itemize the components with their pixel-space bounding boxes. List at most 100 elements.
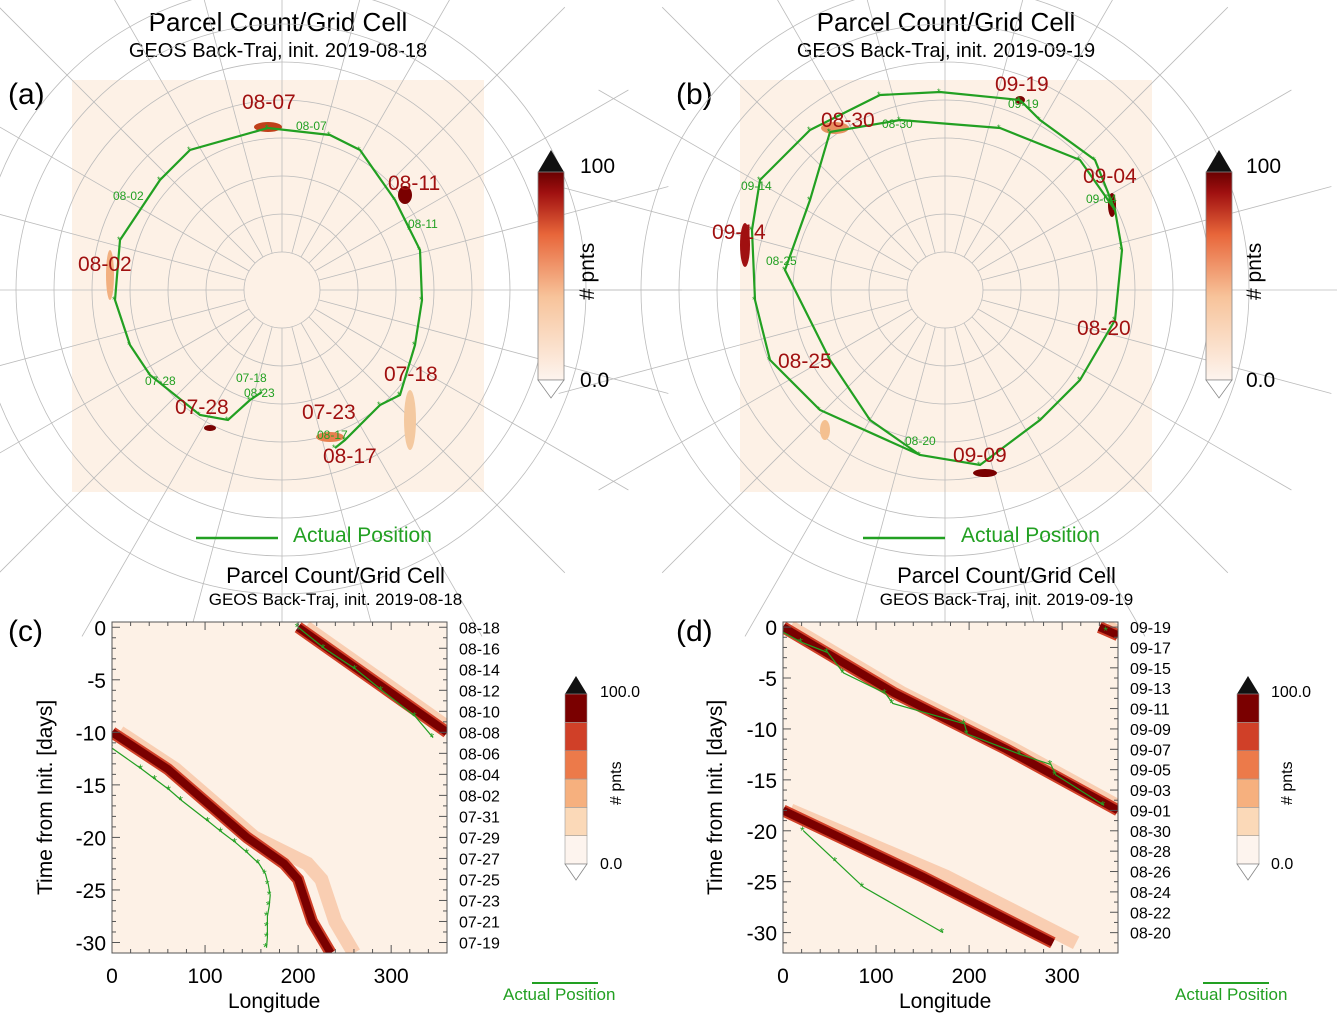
track-marker: * (1119, 245, 1123, 255)
right-date-label: 09-09 (1130, 722, 1171, 739)
actual-position-marker: * (232, 836, 237, 850)
longitude-line (558, 186, 909, 281)
y-tick-label: -20 (76, 827, 106, 850)
track-marker: * (767, 355, 771, 365)
actual-position-marker: * (263, 941, 268, 955)
parcel-cluster (820, 420, 830, 440)
x-tick-label: 100 (859, 965, 894, 988)
track-marker: * (1112, 315, 1116, 325)
colorbar-min: 0.0 (580, 369, 610, 392)
actual-position-track (783, 131, 921, 456)
track-marker: * (917, 450, 921, 460)
x-tick-label: 100 (188, 965, 223, 988)
track-marker: * (867, 415, 871, 425)
right-date-label: 08-28 (1130, 844, 1171, 861)
longitude-line (981, 186, 1332, 281)
track-marker: * (807, 195, 811, 205)
map-label: 07-28 (145, 374, 176, 388)
longitude-line (971, 6, 1229, 264)
colorbar-level (1236, 778, 1260, 808)
actual-position-marker: * (321, 641, 326, 655)
track-marker: * (265, 123, 269, 133)
track-marker: * (897, 115, 901, 125)
map-label: 08-20 (905, 434, 936, 448)
colorbar-min-triangle (537, 379, 565, 399)
longitude-line (598, 308, 913, 491)
track-marker: * (937, 87, 941, 97)
longitude-line (291, 0, 361, 254)
right-date-label: 08-30 (1130, 824, 1171, 841)
track-marker: * (817, 405, 821, 415)
actual-position-track (267, 126, 424, 449)
polar-map-a: * * * * * * * * * * * * * * * * * * * * * * * (0, 0, 682, 690)
longitude-line (977, 308, 1292, 491)
longitude-line (314, 89, 629, 272)
longitude-line (977, 89, 1292, 272)
longitude-line (981, 299, 1332, 394)
actual-position-marker: * (138, 762, 143, 776)
colorbar-gradient (1205, 171, 1233, 381)
right-date-label: 08-10 (459, 704, 500, 721)
actual-position-marker: * (264, 930, 269, 944)
longitude-line (0, 299, 246, 366)
longitude-line (558, 299, 909, 394)
right-date-label: 09-17 (1130, 640, 1171, 657)
longitude-line (81, 322, 264, 637)
track-marker: * (147, 370, 151, 380)
longitude-line (963, 322, 1146, 637)
map-label: 08-02 (113, 189, 144, 203)
right-date-label: 08-20 (1130, 926, 1171, 943)
longitude-line (318, 186, 669, 281)
longitude-line (0, 7, 256, 264)
right-date-label: 08-06 (459, 746, 500, 763)
actual-position-marker: * (265, 878, 270, 892)
panel-a-letter: (a) (8, 78, 45, 111)
legend-line (863, 536, 945, 540)
track-marker: * (112, 295, 116, 305)
colorbar-min: 0.0 (600, 856, 623, 873)
actual-position-marker: * (798, 635, 803, 649)
colorbar-min-triangle (1205, 379, 1233, 399)
actual-position-marker: * (262, 867, 267, 881)
right-date-label: 09-11 (1130, 702, 1170, 719)
longitude-line (178, 326, 273, 677)
track-marker: * (157, 175, 161, 185)
right-date-label: 08-26 (1130, 865, 1171, 882)
colorbar-label: # pnts (1279, 761, 1296, 805)
track-marker: * (1112, 205, 1116, 215)
actual-position-marker: * (964, 727, 969, 741)
map-label: 09-14 (741, 179, 772, 193)
map-label: 08-30 (882, 117, 913, 131)
colorbar-min: 0.0 (1246, 369, 1276, 392)
actual-position-marker: * (152, 773, 157, 787)
right-date-label: 09-03 (1130, 783, 1171, 800)
longitude-line (971, 316, 1229, 574)
colorbar-label: # pnts (608, 761, 625, 805)
panel-c-title: Parcel Count/Grid Cell (226, 563, 445, 588)
actual-position-marker: * (1052, 768, 1057, 782)
track-marker: * (1037, 415, 1041, 425)
actual-position-marker: * (860, 880, 865, 894)
actual-position-marker: * (244, 846, 249, 860)
track-marker: * (1077, 375, 1081, 385)
longitude-line (300, 0, 450, 258)
colorbar-b (1205, 150, 1233, 399)
actual-position-marker: * (1048, 758, 1053, 772)
longitude-line (954, 326, 1049, 677)
map-label: 08-17 (323, 445, 377, 468)
actual-position-track (829, 118, 1116, 211)
y-tick-label: -25 (747, 872, 777, 895)
map-label: 09-04 (1083, 165, 1137, 188)
colorbar-max: 100 (1246, 155, 1282, 178)
actual-position-marker: * (780, 625, 785, 639)
colorbar-level (564, 807, 588, 836)
actual-position-marker: * (178, 794, 183, 808)
panel-d-letter: (d) (676, 615, 713, 648)
track-marker: * (1077, 155, 1081, 165)
longitude-line (0, 214, 246, 281)
legend-line (196, 536, 278, 540)
map-label: 09-19 (1008, 97, 1039, 111)
track-marker: * (187, 145, 191, 155)
actual-position-marker: * (1101, 798, 1106, 812)
